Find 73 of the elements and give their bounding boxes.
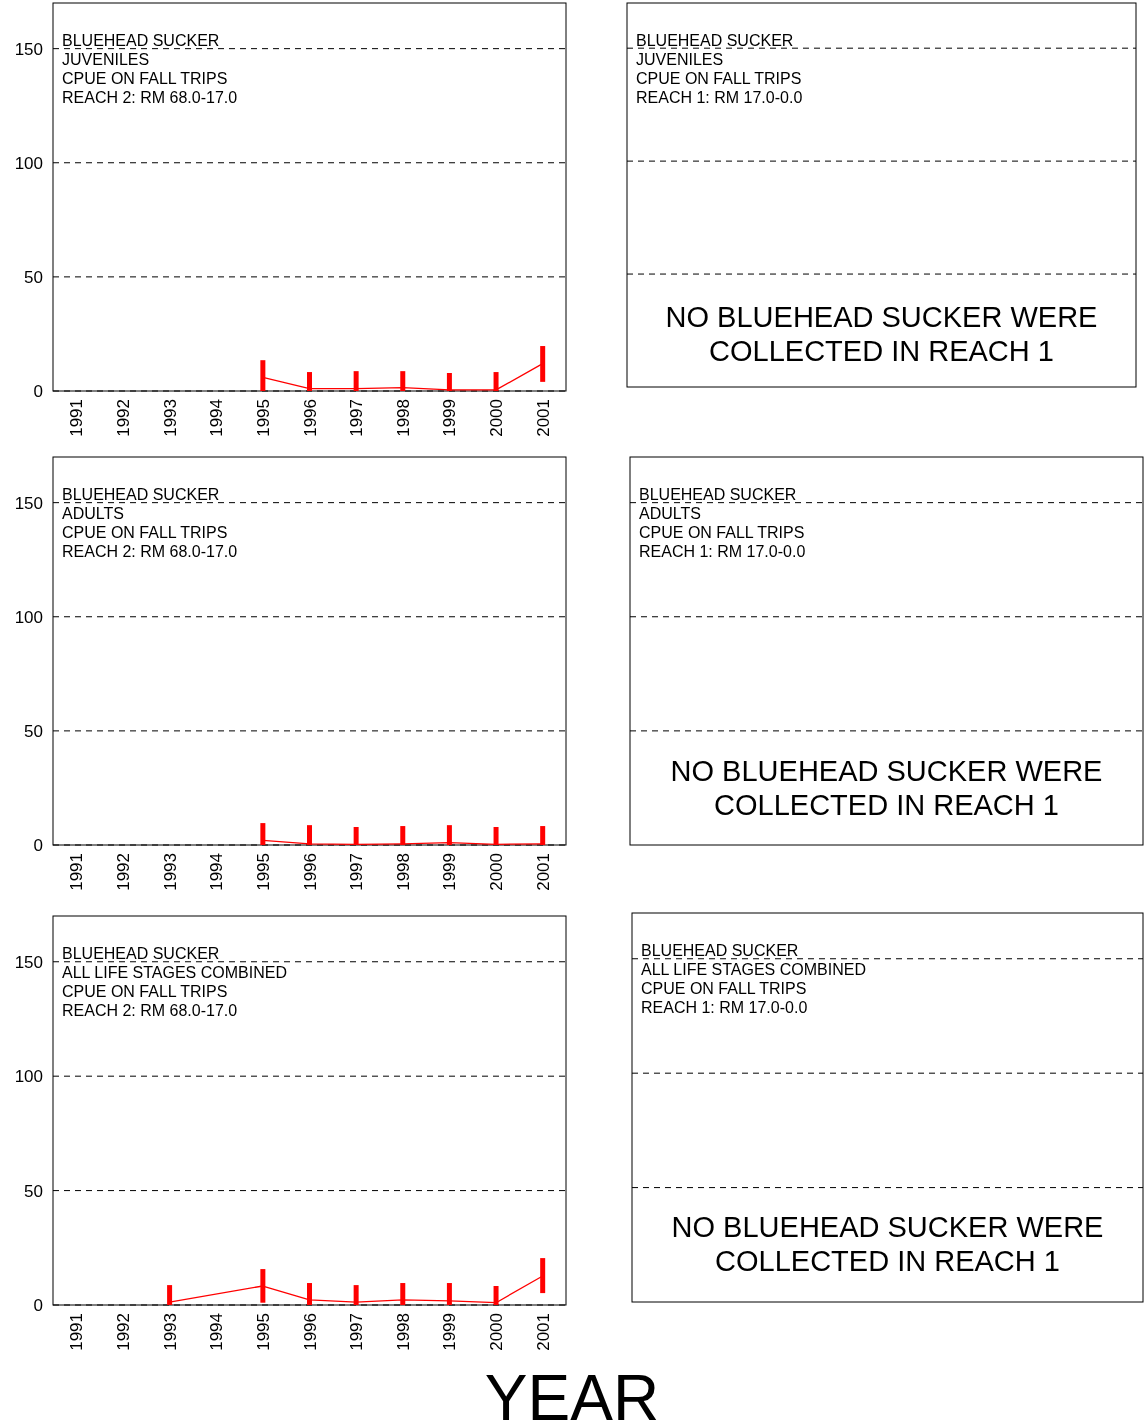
x-tick-label: 1995 <box>253 1313 273 1351</box>
x-tick-label: 1992 <box>113 853 133 891</box>
x-tick-label: 1994 <box>207 1313 227 1351</box>
y-tick-label: 0 <box>33 381 43 401</box>
text: ALL LIFE STAGES COMBINED <box>641 961 866 978</box>
y-tick-label: 150 <box>14 493 43 513</box>
text: JUVENILES <box>62 51 150 68</box>
x-tick-label: 1997 <box>347 853 367 891</box>
y-tick-label: 50 <box>24 267 43 287</box>
x-tick-label: 1995 <box>253 399 273 437</box>
x-tick-label: 2001 <box>533 1313 553 1351</box>
text: NO BLUEHEAD SUCKER WERE COLLECTED IN REACH 1 <box>665 301 1098 367</box>
annotation: REACH 2: RM 68.0-17.0 <box>62 543 238 560</box>
x-tick-label: 1991 <box>67 399 87 437</box>
annotation: CPUE ON FALL TRIPS <box>62 524 228 541</box>
x-tick-label: 2000 <box>487 853 507 891</box>
x-tick-label: 1992 <box>113 1313 133 1351</box>
x-tick-label: 1999 <box>440 853 460 891</box>
text: BLUEHEAD SUCKER <box>641 942 799 959</box>
text: BLUEHEAD SUCKER <box>62 945 220 962</box>
y-tick-label: 0 <box>33 1295 43 1315</box>
x-tick-label: 1996 <box>300 399 320 437</box>
text: ALL LIFE STAGES COMBINED <box>62 964 287 981</box>
x-tick-label: 1998 <box>393 399 413 437</box>
x-axis-title: YEAR <box>484 1362 660 1428</box>
x-tick-label: 1994 <box>207 399 227 437</box>
text: BLUEHEAD SUCKER <box>62 32 220 49</box>
text: ADULTS <box>62 505 124 522</box>
y-tick-label: 150 <box>14 952 43 972</box>
x-tick-label: 1998 <box>393 1313 413 1351</box>
annotation: REACH 2: RM 68.0-17.0 <box>62 1002 238 1019</box>
x-tick-label: 1999 <box>440 399 460 437</box>
x-tick-label: 1994 <box>207 853 227 891</box>
y-tick-label: 150 <box>14 39 43 59</box>
x-tick-label: 2000 <box>487 399 507 437</box>
x-tick-label: 2000 <box>487 1313 507 1351</box>
text: JUVENILES <box>636 51 724 68</box>
y-tick-label: 100 <box>14 607 43 627</box>
text: CPUE ON FALL TRIPS <box>639 524 805 541</box>
y-tick-label: 50 <box>24 721 43 741</box>
text: REACH 1: RM 17.0-0.0 <box>636 89 803 106</box>
text: CPUE ON FALL TRIPS <box>636 70 802 87</box>
text: NO BLUEHEAD SUCKER WERE COLLECTED IN REACH 1 <box>671 1211 1104 1277</box>
y-tick-label: 100 <box>14 1067 43 1087</box>
x-tick-label: 1992 <box>113 399 133 437</box>
x-tick-label: 1997 <box>347 399 367 437</box>
text: ADULTS <box>639 505 701 522</box>
annotation: CPUE ON FALL TRIPS <box>62 70 228 87</box>
x-tick-label: 1997 <box>347 1313 367 1351</box>
text: BLUEHEAD SUCKER <box>62 486 220 503</box>
annotation: REACH 2: RM 68.0-17.0 <box>62 89 238 106</box>
y-tick-label: 100 <box>14 153 43 173</box>
x-tick-label: 1995 <box>253 853 273 891</box>
x-tick-label: 2001 <box>533 399 553 437</box>
x-tick-label: 1996 <box>300 853 320 891</box>
text: BLUEHEAD SUCKER <box>639 486 797 503</box>
text: NO BLUEHEAD SUCKER WERE COLLECTED IN REACH 1 <box>670 755 1103 821</box>
annotation: CPUE ON FALL TRIPS <box>62 983 228 1000</box>
text: CPUE ON FALL TRIPS <box>641 980 807 997</box>
x-tick-label: 1993 <box>160 853 180 891</box>
x-tick-label: 1998 <box>393 853 413 891</box>
x-tick-label: 2001 <box>533 853 553 891</box>
y-tick-label: 50 <box>24 1181 43 1201</box>
x-tick-label: 1999 <box>440 1313 460 1351</box>
x-tick-label: 1996 <box>300 1313 320 1351</box>
text: REACH 1: RM 17.0-0.0 <box>639 543 806 560</box>
x-tick-label: 1993 <box>160 1313 180 1351</box>
x-tick-label: 1991 <box>67 853 87 891</box>
y-tick-label: 0 <box>33 835 43 855</box>
x-tick-label: 1991 <box>67 1313 87 1351</box>
x-tick-label: 1993 <box>160 399 180 437</box>
text: BLUEHEAD SUCKER <box>636 32 794 49</box>
text: REACH 1: RM 17.0-0.0 <box>641 999 808 1016</box>
